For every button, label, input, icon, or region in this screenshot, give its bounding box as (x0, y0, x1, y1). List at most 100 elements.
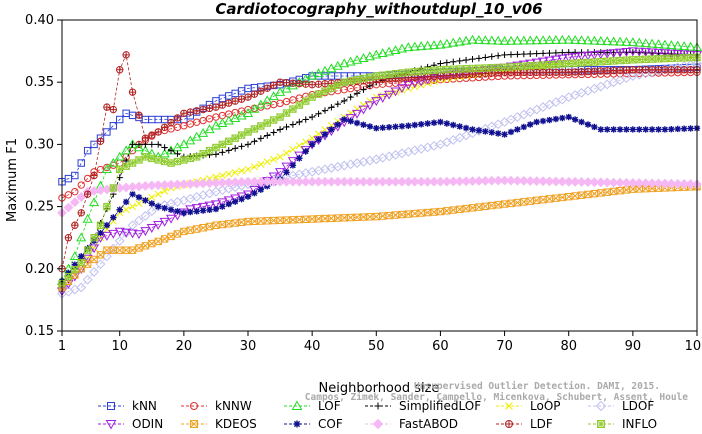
data-point (82, 213, 93, 223)
data-point-star (218, 140, 226, 148)
data-point (96, 251, 105, 259)
data-point-cross (648, 66, 656, 73)
data-point (133, 142, 145, 152)
data-point (627, 47, 638, 57)
data-point (468, 204, 477, 212)
data-point-cross (680, 66, 688, 73)
data-point (300, 176, 311, 187)
data-point (428, 40, 440, 50)
data-point (685, 179, 696, 189)
data-point (512, 61, 523, 71)
data-point-cross (616, 67, 624, 74)
data-point (449, 206, 457, 214)
data-point (307, 70, 318, 80)
data-point (473, 34, 484, 44)
data-point (249, 176, 260, 187)
data-point (116, 246, 124, 254)
data-point (101, 231, 112, 241)
data-point (373, 125, 380, 132)
data-point (287, 157, 298, 167)
data-point (417, 209, 425, 217)
data-point (486, 35, 497, 45)
data-point (76, 282, 87, 293)
data-point (180, 227, 188, 236)
data-point (480, 35, 491, 45)
x-tick-label: 30 (240, 339, 257, 354)
data-point (89, 244, 100, 254)
data-point (589, 177, 600, 188)
data-point (557, 54, 568, 64)
data-point (308, 113, 316, 121)
data-point-cross (155, 128, 162, 136)
data-point (295, 142, 303, 150)
data-point-star (417, 67, 425, 75)
data-point (296, 155, 303, 162)
data-point (615, 177, 625, 188)
data-point-star (340, 78, 348, 86)
data-point-star (571, 59, 579, 67)
legend-label: KDEOS (215, 417, 257, 431)
data-point (518, 35, 529, 45)
data-point-star (488, 64, 496, 72)
data-point (129, 190, 136, 198)
data-point-star (282, 109, 291, 117)
data-point-star (302, 97, 310, 105)
data-point-star (577, 59, 586, 67)
data-point-star (590, 58, 598, 66)
data-point-star (687, 54, 695, 62)
data-point (623, 126, 630, 133)
data-point (238, 195, 245, 203)
data-point (526, 197, 534, 205)
data-point (552, 194, 560, 202)
data-point (275, 176, 285, 187)
data-point-star (661, 55, 669, 63)
plot-area (56, 34, 702, 299)
data-point (610, 126, 617, 133)
data-point (276, 126, 284, 133)
data-point (230, 194, 241, 204)
data-point (364, 101, 375, 111)
data-point (507, 51, 515, 58)
data-point (339, 58, 350, 68)
data-point (218, 171, 226, 180)
data-point (76, 232, 87, 242)
data-point-star (289, 105, 297, 113)
data-point (345, 176, 356, 187)
data-point (563, 34, 574, 44)
data-point (448, 37, 459, 47)
data-point (167, 147, 175, 154)
data-point (512, 175, 523, 186)
data-point (501, 51, 508, 59)
legend-item-simplifiedlof: SimplifiedLOF (365, 399, 481, 413)
data-point (602, 49, 613, 59)
data-point (494, 52, 502, 59)
data-point (403, 42, 414, 52)
data-point (501, 131, 508, 138)
data-point-star (238, 131, 246, 139)
data-point-cross (71, 222, 79, 229)
data-point (467, 34, 478, 44)
data-point (250, 163, 258, 171)
data-point-star (154, 156, 162, 164)
data-point-cross (264, 84, 271, 92)
data-point (83, 174, 92, 183)
data-point-cross (578, 68, 585, 75)
data-point-star (404, 68, 412, 76)
data-point (621, 36, 632, 46)
data-point-cross (84, 190, 91, 198)
data-point (244, 193, 252, 200)
data-point (603, 188, 611, 196)
data-point (96, 165, 105, 174)
x-tick-label: 20 (176, 339, 193, 354)
data-point (672, 50, 683, 59)
data-point (160, 235, 169, 243)
data-point-star (622, 56, 630, 64)
data-point (679, 41, 690, 51)
data-point (116, 174, 123, 181)
data-point (589, 35, 600, 45)
data-point (531, 176, 542, 187)
data-point (608, 49, 619, 59)
data-point-star (321, 87, 329, 95)
data-point (653, 39, 664, 49)
data-point (116, 206, 123, 213)
